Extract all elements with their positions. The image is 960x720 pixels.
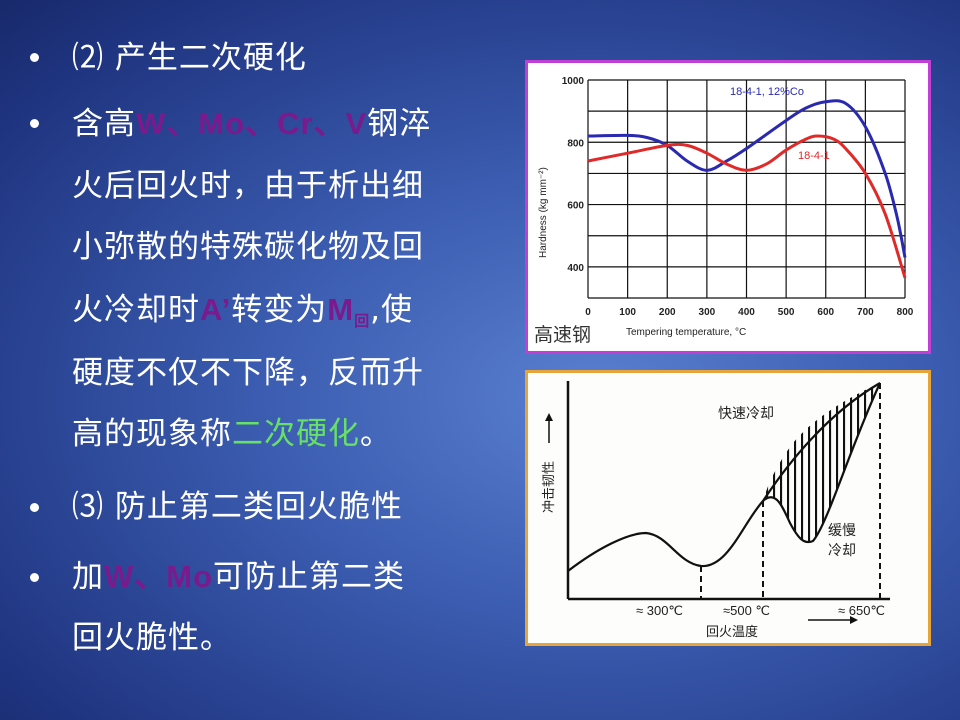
y-tick-label: 600 <box>567 201 584 212</box>
impact-toughness-diagram: ≈ 300℃ ≈500 ℃ ≈ 650℃ 回火温度 冲击韧性 快速冷却 缓慢 冷… <box>525 370 931 646</box>
text-line: 加W、Mo可防止第二类 <box>72 559 406 595</box>
x-tick-500: ≈500 ℃ <box>723 603 770 618</box>
x-tick-label: 800 <box>897 307 914 318</box>
heading-temper-brittleness: ⑶ 防止第二类回火脆性 <box>72 489 403 525</box>
hardness-chart: 0 100 200 300 400 500 600 700 800 400 600 800 1000 1… <box>525 60 931 354</box>
slow-cooling-curve <box>762 382 882 544</box>
series-label-base: 18-4-1 <box>798 150 830 162</box>
text-line: 火冷却时A’转变为M回,使 <box>72 292 413 330</box>
y-tick-label: 1000 <box>562 76 585 87</box>
heading-secondary-hardening: ⑵ 产生二次硬化 <box>72 40 307 76</box>
hatched-region <box>763 383 880 543</box>
x-tick-label: 400 <box>738 307 755 318</box>
y-axis-label: 冲击韧性 <box>541 461 556 513</box>
bullet <box>30 53 39 62</box>
x-tick-label: 100 <box>619 307 636 318</box>
x-tick-label: 200 <box>659 307 676 318</box>
hardness-chart-svg: 0 100 200 300 400 500 600 700 800 400 600 800 1000 1… <box>534 76 914 346</box>
text-line: 高的现象称二次硬化。 <box>72 416 392 452</box>
x-tick-label: 300 <box>699 307 716 318</box>
x-tick-650: ≈ 650℃ <box>838 603 885 618</box>
x-axis-label: 回火温度 <box>706 624 758 639</box>
annotation-cooling: 冷却 <box>828 542 856 558</box>
impact-toughness-svg: ≈ 300℃ ≈500 ℃ ≈ 650℃ 回火温度 冲击韧性 快速冷却 缓慢 冷… <box>541 381 890 639</box>
x-tick-label: 0 <box>585 307 591 318</box>
text-line: 含高W、Mo、Cr、V钢淬 <box>72 106 432 142</box>
text-line: 硬度不仅不下降，反而升 <box>72 355 424 391</box>
text-line: 火后回火时，由于析出细 <box>72 168 424 204</box>
y-arrowhead-icon <box>545 413 553 421</box>
y-tick-label: 400 <box>567 263 584 274</box>
bullet <box>30 119 39 128</box>
bullet <box>30 573 39 582</box>
chart-caption: 高速钢 <box>534 324 591 346</box>
x-tick-label: 700 <box>857 307 874 318</box>
x-tick-300: ≈ 300℃ <box>636 603 683 618</box>
text-line: 小弥散的特殊碳化物及回 <box>72 229 424 265</box>
series-line-co <box>587 99 907 258</box>
y-tick-label: 800 <box>567 138 584 149</box>
annotation-fast-cooling: 快速冷却 <box>718 405 774 421</box>
series-label-co: 18-4-1, 12%Co <box>730 86 804 98</box>
x-tick-label: 600 <box>817 307 834 318</box>
bullet <box>30 503 39 512</box>
fast-cooling-curve <box>567 382 881 572</box>
x-arrowhead-icon <box>850 616 858 624</box>
text-line: 回火脆性。 <box>72 620 232 656</box>
series-line-base <box>587 134 907 279</box>
y-axis-label: Hardness (kg mm⁻²) <box>538 167 549 258</box>
x-axis-label: Tempering temperature, °C <box>626 327 746 338</box>
annotation-slow: 缓慢 <box>828 522 856 538</box>
x-tick-label: 500 <box>778 307 795 318</box>
